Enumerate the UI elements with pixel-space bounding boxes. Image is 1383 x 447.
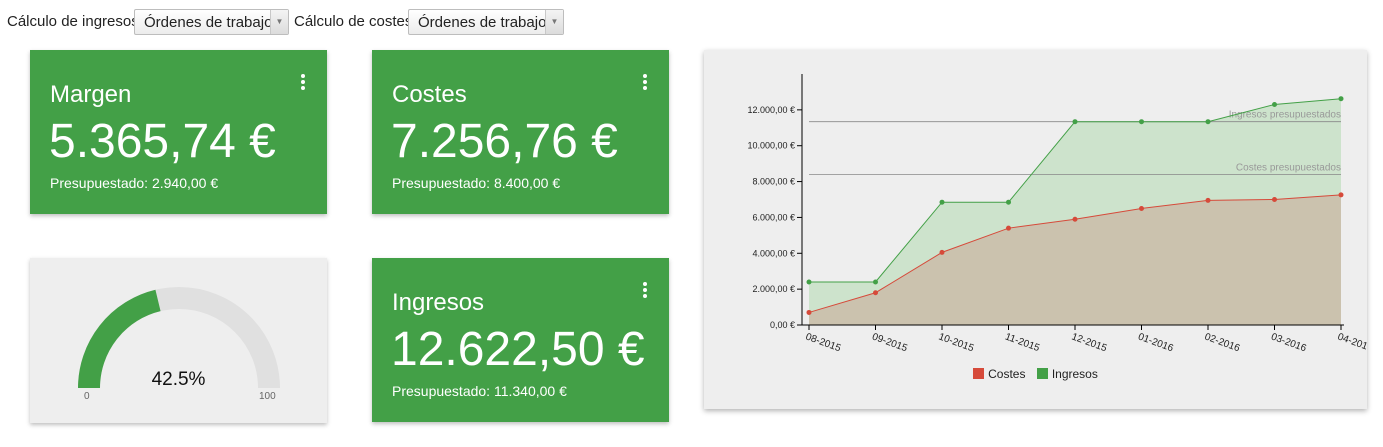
margin-gauge-card: 42.5% 0 100 <box>30 258 327 423</box>
ingresos-point <box>1205 119 1211 125</box>
x-tick-label: 10-2015 <box>937 331 976 354</box>
margin-gauge <box>78 287 280 389</box>
income-card-budget: Presupuestado: 11.340,00 € <box>392 383 567 399</box>
margin-card-title: Margen <box>50 81 132 108</box>
income-card: Ingresos 12.622,50 € Presupuestado: 11.3… <box>372 258 669 422</box>
ingresos-point <box>1338 96 1344 102</box>
ingresos-point <box>939 199 945 205</box>
gauge-max-label: 100 <box>259 391 276 402</box>
costes-point <box>1205 197 1211 203</box>
gauge-value: 42.5% <box>151 369 206 390</box>
x-tick-label: 01-2016 <box>1136 331 1175 354</box>
chevron-down-icon: ▼ <box>545 10 563 34</box>
costs-card-budget: Presupuestado: 8.400,00 € <box>392 175 561 191</box>
y-tick-label: 0,00 € <box>770 320 795 330</box>
legend-label-costes: Costes <box>988 367 1026 381</box>
x-tick-label: 02-2016 <box>1203 331 1242 354</box>
cost-calc-select-value: Órdenes de trabajo <box>418 14 547 31</box>
x-tick-label: 08-2015 <box>804 331 843 354</box>
x-tick-label: 11-2015 <box>1003 331 1041 354</box>
more-vert-icon[interactable] <box>639 280 651 300</box>
costes-point <box>1072 216 1078 222</box>
toolbar: Cálculo de ingresos Órdenes de trabajo ▼… <box>0 0 700 46</box>
cost-income-chart: Ingresos presupuestados Costes presupuest… <box>747 74 1367 355</box>
x-tick-label: 12-2015 <box>1070 331 1109 354</box>
costs-card: Costes 7.256,76 € Presupuestado: 8.400,0… <box>372 50 669 214</box>
cost-income-chart-card: Ingresos presupuestados Costes presupuest… <box>704 50 1367 409</box>
costes-point <box>1139 205 1144 211</box>
legend-item-costes[interactable]: Costes <box>973 367 1025 381</box>
chart-legend: Costes Ingresos <box>704 367 1367 381</box>
gauge-min-label: 0 <box>84 391 90 402</box>
income-card-value: 12.622,50 € <box>391 323 645 376</box>
income-calc-select-value: Órdenes de trabajo <box>144 14 273 31</box>
legend-swatch-ingresos <box>1036 368 1048 379</box>
cost-calc-select[interactable]: Órdenes de trabajo ▼ <box>408 9 564 35</box>
ingresos-point <box>1272 101 1277 107</box>
costes-point <box>873 290 878 296</box>
ingresos-point <box>1072 119 1078 125</box>
y-tick-label: 8.000,00 € <box>752 177 795 187</box>
ingresos-point <box>1139 119 1144 125</box>
x-tick-label: 03-2016 <box>1269 331 1308 354</box>
costes-area <box>809 194 1341 325</box>
x-tick-label: 04-2016 <box>1336 331 1367 354</box>
y-tick-label: 4.000,00 € <box>752 248 795 258</box>
y-tick-label: 6.000,00 € <box>752 212 795 222</box>
costes-point <box>939 249 945 255</box>
reference-line-label: Ingresos presupuestados <box>1229 110 1341 121</box>
margin-card-value: 5.365,74 € <box>49 115 276 168</box>
income-calc-select[interactable]: Órdenes de trabajo ▼ <box>134 9 289 35</box>
ingresos-point <box>1006 199 1011 205</box>
ingresos-point <box>873 279 878 285</box>
chevron-down-icon: ▼ <box>270 10 288 34</box>
ingresos-point <box>806 279 812 285</box>
margin-card: Margen 5.365,74 € Presupuestado: 2.940,0… <box>30 50 327 214</box>
y-tick-label: 12.000,00 € <box>747 105 795 115</box>
x-tick-label: 09-2015 <box>870 331 909 354</box>
legend-swatch-costes <box>973 368 985 379</box>
more-vert-icon[interactable] <box>639 72 651 92</box>
costs-card-value: 7.256,76 € <box>391 115 618 168</box>
margin-card-budget: Presupuestado: 2.940,00 € <box>50 175 219 191</box>
more-vert-icon[interactable] <box>297 72 309 92</box>
costes-point <box>806 309 812 315</box>
income-calc-label: Cálculo de ingresos <box>7 13 139 30</box>
legend-item-ingresos[interactable]: Ingresos <box>1036 367 1098 381</box>
y-tick-label: 10.000,00 € <box>747 141 795 151</box>
y-tick-label: 2.000,00 € <box>752 284 795 294</box>
cost-calc-label: Cálculo de costes <box>294 13 413 30</box>
gauge-fill <box>78 289 161 389</box>
legend-label-ingresos: Ingresos <box>1051 367 1098 381</box>
income-card-title: Ingresos <box>392 289 485 316</box>
reference-line-label: Costes presupuestados <box>1236 162 1341 173</box>
costs-card-title: Costes <box>392 81 467 108</box>
costes-point <box>1338 192 1344 198</box>
costes-point <box>1272 197 1277 202</box>
costes-point <box>1006 225 1011 231</box>
